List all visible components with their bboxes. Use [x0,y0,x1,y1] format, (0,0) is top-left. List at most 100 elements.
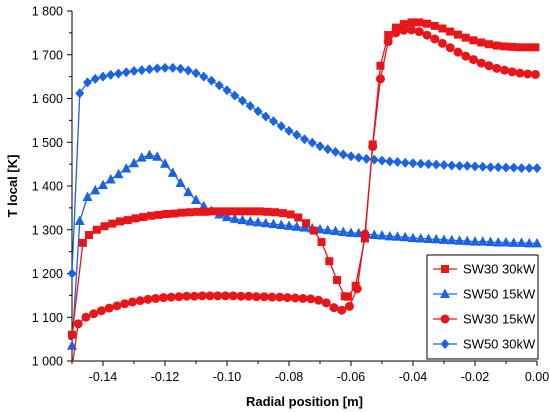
data-point [330,225,341,236]
data-point [447,160,457,171]
data-point [462,235,473,246]
data-point [236,291,246,301]
data-point [154,210,163,219]
data-point [245,100,255,111]
data-point [523,43,532,52]
data-point [251,292,261,302]
data-point [209,207,218,216]
data-point [85,231,94,239]
data-point [278,209,287,218]
data-point [98,71,108,82]
data-point [455,160,464,171]
data-point [104,303,114,313]
data-point [78,238,87,247]
data-point [198,200,209,211]
data-point [96,306,106,316]
data-point [509,162,519,173]
data-point [108,219,117,228]
data-point [516,237,527,247]
tick-labels: 1 000 1 100 1 200 1 300 1 400 1 500 1 600 1 700… [32,5,549,385]
data-point [105,173,116,184]
data-point [123,216,132,225]
data-point [354,152,364,163]
data-point [213,291,223,301]
data-point [81,312,91,322]
data-point [346,227,356,237]
data-point [369,229,380,239]
data-point [461,33,470,42]
data-point [424,159,433,170]
data-point [362,153,371,164]
data-point [216,207,225,216]
data-point [462,160,472,171]
data-point [469,36,478,45]
data-point [317,238,326,246]
data-point [422,19,431,28]
data-point [375,74,385,84]
data-point [415,18,424,27]
data-point [331,146,340,157]
data-point [276,121,286,132]
data-point [343,292,352,301]
data-point [67,268,77,279]
data-point [300,134,309,145]
data-point [284,125,294,136]
data-point [400,231,411,242]
data-point [406,25,416,35]
data-point [476,58,486,68]
data-point [430,34,440,44]
data-point [446,27,455,36]
data-point [337,305,347,315]
data-point [205,291,215,301]
data-point [135,296,145,306]
data-point [333,276,342,285]
data-point [131,214,140,223]
data-point [507,67,517,77]
data-point [515,68,525,78]
data-point [400,157,410,168]
data-point [193,207,202,216]
data-point [377,155,387,166]
data-point [478,161,488,172]
data-point [175,177,186,187]
data-point [151,293,161,303]
data-point [322,224,333,235]
data-point [286,210,295,219]
data-point [500,42,509,51]
legend-marker [440,339,450,349]
data-point [329,303,339,313]
y-tick-label: 1 600 [32,92,63,106]
data-point [106,69,116,80]
data-point [152,63,162,74]
data-point [83,77,92,88]
data-point [415,233,426,243]
x-tick-label: -0.10 [213,370,242,384]
data-point [160,62,170,73]
legend-marker [440,314,450,324]
data-point [271,208,280,217]
data-point [197,291,207,301]
data-point [121,163,132,173]
data-point [244,291,254,301]
data-point [176,63,185,74]
data-point [129,157,139,168]
data-point [385,156,395,167]
data-point [113,168,124,179]
data-point [82,191,93,201]
data-point [338,149,348,160]
x-tick-label: -0.14 [89,370,118,384]
x-tick-label: -0.04 [399,370,428,384]
data-point [493,162,503,173]
data-point [291,221,302,231]
data-point [112,301,122,311]
data-point [313,295,323,305]
data-point [282,293,292,303]
x-tick-label: -0.12 [151,370,180,384]
data-point [468,55,478,65]
data-point [453,47,463,57]
data-point [302,219,311,228]
data-point [268,218,279,229]
data-point [116,217,125,226]
data-point [338,226,349,236]
